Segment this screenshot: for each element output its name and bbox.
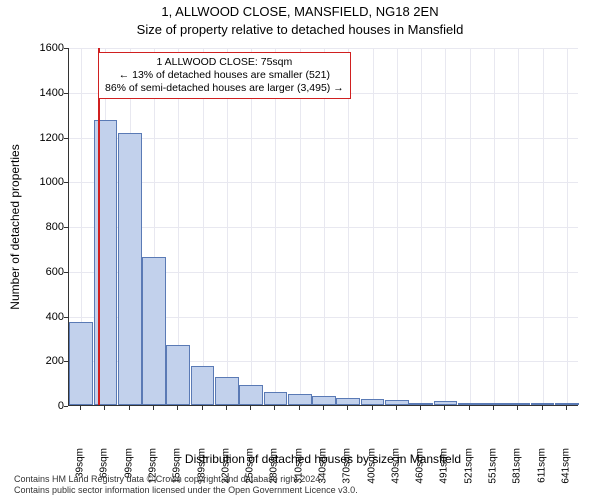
x-axis-title: Distribution of detached houses by size … [68, 452, 578, 466]
histogram-bar [482, 403, 506, 405]
gridline-v [251, 48, 252, 405]
xtick-mark [347, 406, 348, 410]
xtick-mark [396, 406, 397, 410]
annotation-line-2: ← 13% of detached houses are smaller (52… [105, 69, 344, 82]
gridline-v [543, 48, 544, 405]
footer-line-2: Contains public sector information licen… [14, 485, 358, 496]
gridline-v [421, 48, 422, 405]
ytick-label: 600 [14, 266, 64, 278]
xtick-mark [566, 406, 567, 410]
histogram-bar [458, 403, 482, 405]
histogram-bar [434, 401, 458, 405]
gridline-v [445, 48, 446, 405]
xtick-mark [80, 406, 81, 410]
xtick-mark [250, 406, 251, 410]
gridline-v [494, 48, 495, 405]
xtick-mark [493, 406, 494, 410]
ytick-label: 200 [14, 355, 64, 367]
gridline-v [348, 48, 349, 405]
annotation-box: 1 ALLWOOD CLOSE: 75sqm ← 13% of detached… [98, 52, 351, 99]
histogram-bar [166, 345, 190, 405]
xtick-mark [202, 406, 203, 410]
histogram-bar [69, 322, 93, 405]
ytick-label: 800 [14, 221, 64, 233]
gridline-v [227, 48, 228, 405]
ytick-mark [64, 361, 68, 362]
histogram-bar [215, 377, 239, 405]
ytick-mark [64, 138, 68, 139]
gridline-v [324, 48, 325, 405]
histogram-bar [264, 392, 288, 405]
ytick-mark [64, 182, 68, 183]
xtick-mark [542, 406, 543, 410]
footer-attribution: Contains HM Land Registry data © Crown c… [14, 474, 358, 497]
ytick-label: 0 [14, 400, 64, 412]
ytick-mark [64, 93, 68, 94]
histogram-bar [142, 257, 166, 405]
histogram-bar [239, 385, 263, 405]
gridline-v [567, 48, 568, 405]
histogram-bar [361, 399, 385, 405]
xtick-mark [372, 406, 373, 410]
histogram-bar [531, 403, 555, 405]
histogram-bar [288, 394, 312, 405]
xtick-mark [104, 406, 105, 410]
plot-area [68, 48, 578, 406]
chart-container: 1, ALLWOOD CLOSE, MANSFIELD, NG18 2EN Si… [0, 0, 600, 500]
ytick-label: 1200 [14, 132, 64, 144]
xtick-mark [517, 406, 518, 410]
annotation-line-3: 86% of semi-detached houses are larger (… [105, 82, 344, 95]
histogram-bar [409, 403, 433, 405]
footer-line-1: Contains HM Land Registry data © Crown c… [14, 474, 358, 485]
xtick-mark [274, 406, 275, 410]
histogram-bar [118, 133, 142, 405]
ytick-mark [64, 227, 68, 228]
ytick-label: 400 [14, 311, 64, 323]
xtick-mark [299, 406, 300, 410]
xtick-mark [226, 406, 227, 410]
ytick-mark [64, 406, 68, 407]
gridline-v [373, 48, 374, 405]
xtick-mark [153, 406, 154, 410]
histogram-bar [555, 403, 579, 405]
histogram-bar [94, 120, 118, 405]
xtick-mark [469, 406, 470, 410]
gridline-v [397, 48, 398, 405]
histogram-bar [506, 403, 530, 405]
gridline-v [470, 48, 471, 405]
xtick-mark [323, 406, 324, 410]
ytick-mark [64, 48, 68, 49]
ytick-label: 1400 [14, 87, 64, 99]
histogram-bar [191, 366, 215, 405]
xtick-mark [177, 406, 178, 410]
ytick-mark [64, 272, 68, 273]
chart-title: 1, ALLWOOD CLOSE, MANSFIELD, NG18 2EN [0, 4, 600, 19]
xtick-mark [420, 406, 421, 410]
histogram-bar [312, 396, 336, 405]
gridline-v [518, 48, 519, 405]
ytick-label: 1000 [14, 176, 64, 188]
gridline-v [300, 48, 301, 405]
histogram-bar [336, 398, 360, 405]
ytick-mark [64, 317, 68, 318]
annotation-line-1: 1 ALLWOOD CLOSE: 75sqm [105, 56, 344, 69]
chart-subtitle: Size of property relative to detached ho… [0, 22, 600, 37]
property-marker-line [98, 48, 100, 405]
xtick-mark [129, 406, 130, 410]
histogram-bar [385, 400, 409, 405]
gridline-v [275, 48, 276, 405]
gridline-v [203, 48, 204, 405]
ytick-label: 1600 [14, 42, 64, 54]
xtick-mark [444, 406, 445, 410]
